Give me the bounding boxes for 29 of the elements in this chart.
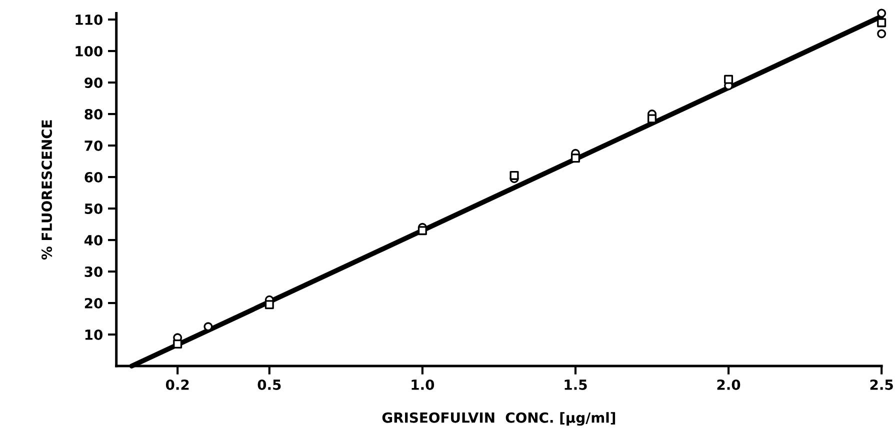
y-tick-label: 30 (84, 266, 102, 278)
y-tick-label: 110 (76, 14, 102, 26)
x-tick-label: 2.5 (870, 379, 893, 390)
x-axis-title: GRISEOFULVIN CONC. [µg/ml] (382, 412, 616, 426)
point (724, 74, 734, 84)
point (173, 339, 182, 348)
y-tick-label: 60 (84, 172, 102, 183)
y-tick-label: 50 (84, 204, 102, 214)
x-tick-label: 1.5 (564, 380, 587, 390)
x-tick-label: 0.5 (258, 379, 281, 390)
point (877, 18, 886, 28)
point (570, 154, 580, 163)
y-tick-label: 20 (84, 298, 102, 309)
x-tick-label: 0.2 (166, 379, 189, 390)
point (647, 114, 657, 124)
point (264, 300, 274, 310)
y-tick-label: 70 (84, 140, 102, 152)
y-tick-label: 10 (85, 330, 102, 340)
point (877, 8, 886, 18)
x-tick-label: 2.0 (717, 379, 740, 390)
x-tick-label: 1.0 (412, 379, 434, 390)
y-axis-title: % FLUORESCENCE (42, 120, 52, 260)
y-tick-label: 80 (84, 109, 102, 120)
y-tick-label: 100 (76, 46, 102, 57)
point (877, 29, 886, 38)
y-tick-label: 40 (84, 235, 102, 246)
point (418, 226, 427, 236)
y-tick-label: 90 (84, 78, 102, 88)
point (510, 170, 519, 180)
